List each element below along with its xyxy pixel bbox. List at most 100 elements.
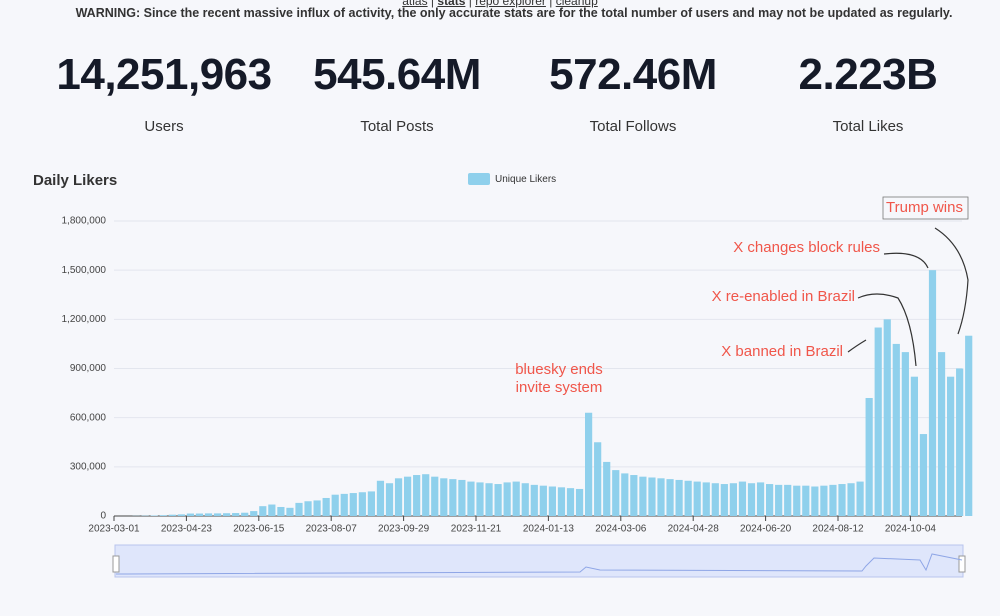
bar xyxy=(557,487,566,516)
bar xyxy=(431,476,439,516)
bar xyxy=(485,483,493,516)
annotation: invite system xyxy=(516,379,603,396)
bar xyxy=(440,478,448,516)
x-tick-label: 2024-04-28 xyxy=(668,524,720,535)
bar xyxy=(729,483,737,516)
y-tick-label: 0 xyxy=(100,511,106,522)
annotation-leader xyxy=(934,227,969,335)
bar xyxy=(476,482,484,516)
bar xyxy=(621,473,629,516)
bar xyxy=(856,481,864,516)
x-tick-label: 2023-06-15 xyxy=(233,524,285,535)
navigator-handle[interactable] xyxy=(112,555,120,573)
bar xyxy=(738,481,747,516)
bar xyxy=(747,483,756,516)
bar xyxy=(594,442,602,516)
bar xyxy=(720,484,728,516)
bar xyxy=(159,515,167,516)
x-tick-label: 2024-01-13 xyxy=(523,524,575,535)
bar xyxy=(883,319,891,516)
nav-link[interactable]: cleanup xyxy=(555,0,598,8)
stat-value: 14,251,963 xyxy=(56,50,272,99)
annotation-leader xyxy=(847,339,867,353)
bar xyxy=(268,504,276,516)
x-tick-label: 2024-03-06 xyxy=(595,524,647,535)
bar xyxy=(304,501,312,516)
legend-label: Unique Likers xyxy=(495,174,556,185)
nav-link[interactable]: stats xyxy=(437,0,466,8)
bar xyxy=(232,513,240,516)
bar xyxy=(195,513,204,516)
stat-value: 545.64M xyxy=(313,50,481,99)
bar xyxy=(612,470,620,516)
bar xyxy=(521,483,529,516)
y-tick-label: 600,000 xyxy=(70,412,107,423)
bar xyxy=(675,479,683,516)
bar xyxy=(313,500,321,516)
annotation: Trump wins xyxy=(886,199,963,216)
nav-link[interactable]: repo explorer xyxy=(475,0,546,8)
navigator-line xyxy=(115,553,963,575)
bar xyxy=(494,484,502,516)
bar xyxy=(376,480,385,516)
bar xyxy=(811,486,819,516)
y-tick-label: 1,200,000 xyxy=(62,314,107,325)
bar xyxy=(223,513,231,516)
bar xyxy=(928,270,937,516)
nav: atlas | stats | repo explorer | cleanup xyxy=(0,0,1000,8)
bar xyxy=(413,475,421,516)
warning: WARNING: Since the recent massive influx… xyxy=(75,6,953,20)
x-tick-label: 2023-09-29 xyxy=(378,524,430,535)
bar xyxy=(666,479,674,516)
bar xyxy=(802,485,810,516)
bar xyxy=(702,482,710,516)
stat: 14,251,963 Users xyxy=(44,50,284,135)
bar xyxy=(295,502,303,516)
stat: 545.64M Total Posts xyxy=(277,50,517,135)
navigator[interactable] xyxy=(114,544,964,578)
x-tick-label: 2024-10-04 xyxy=(885,524,937,535)
bar xyxy=(186,513,194,516)
bar xyxy=(793,485,801,516)
bar xyxy=(367,491,375,516)
bar xyxy=(422,474,430,516)
stat-label: Total Likes xyxy=(832,118,904,135)
annotation-leader xyxy=(883,252,929,269)
bar xyxy=(756,482,765,516)
y-tick-label: 1,800,000 xyxy=(62,216,107,227)
bar xyxy=(241,512,249,516)
bar xyxy=(693,481,701,516)
bar xyxy=(449,479,457,516)
bar xyxy=(539,485,547,516)
bar xyxy=(892,343,900,516)
bar xyxy=(385,483,394,516)
bar xyxy=(404,476,412,516)
x-tick-label: 2024-08-12 xyxy=(812,524,864,535)
annotation-box xyxy=(882,196,969,220)
bar xyxy=(259,506,267,516)
x-tick-label: 2023-08-07 xyxy=(306,524,358,535)
annotation: bluesky ends xyxy=(515,361,603,378)
bar xyxy=(820,485,828,516)
stat-label: Total Follows xyxy=(589,118,677,135)
bar xyxy=(775,484,783,516)
bar xyxy=(277,506,285,516)
bar xyxy=(177,514,185,516)
bar xyxy=(512,481,520,516)
bar xyxy=(168,514,176,516)
bar xyxy=(901,352,909,516)
bar xyxy=(530,484,538,516)
bar xyxy=(956,368,964,516)
nav-link[interactable]: atlas xyxy=(402,0,428,8)
x-tick-label: 2024-06-20 xyxy=(740,524,792,535)
bar xyxy=(865,398,873,516)
bar xyxy=(965,335,973,516)
navigator-handle[interactable] xyxy=(958,555,966,573)
bar xyxy=(630,475,638,516)
annotation: X re-enabled in Brazil xyxy=(712,288,855,305)
annotation: X banned in Brazil xyxy=(721,343,843,360)
bar xyxy=(639,476,647,516)
stat: 2.223B Total Likes xyxy=(748,50,988,135)
annotation: X changes block rules xyxy=(733,239,880,256)
